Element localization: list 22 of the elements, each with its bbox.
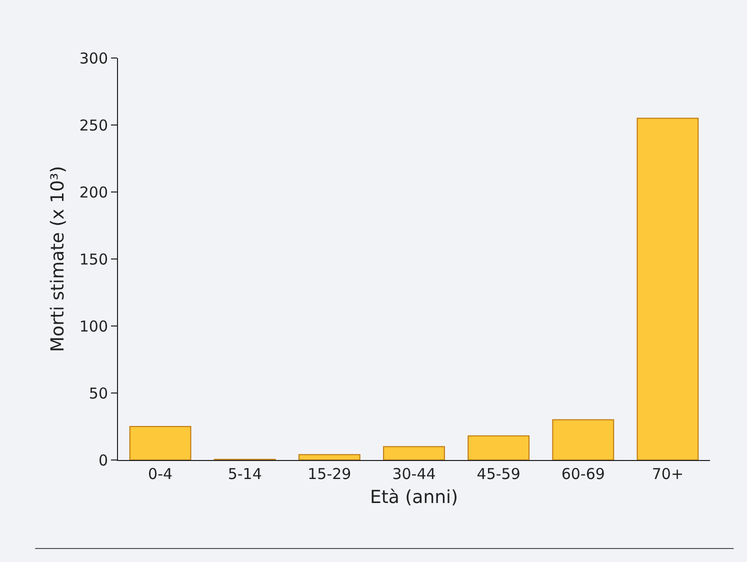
x-tick-label: 70+ [652,465,684,483]
x-tick-label: 0-4 [148,465,173,483]
y-tick-label: 100 [79,317,108,336]
bar [383,446,445,460]
y-tick-label: 200 [79,183,108,202]
x-tick-label: 30-44 [392,465,436,483]
bar [298,454,360,460]
y-tick-label: 300 [79,49,108,68]
y-tick-label: 250 [79,116,108,134]
x-axis-title: Età (anni) [370,487,458,508]
x-tick-label: 15-29 [308,465,352,483]
y-tick-label: 0 [98,451,108,470]
x-tick-label: 60-69 [561,465,605,483]
y-tick-label: 150 [79,250,108,268]
x-tick-label: 45-59 [476,465,520,483]
bar [636,118,699,460]
bar [552,419,614,460]
bar [129,426,192,460]
y-tick-label: 50 [88,384,108,402]
y-axis-title: Morti stimate (x 10³) [48,166,69,352]
x-tick-label: 5-14 [228,465,262,483]
bar [468,435,530,460]
